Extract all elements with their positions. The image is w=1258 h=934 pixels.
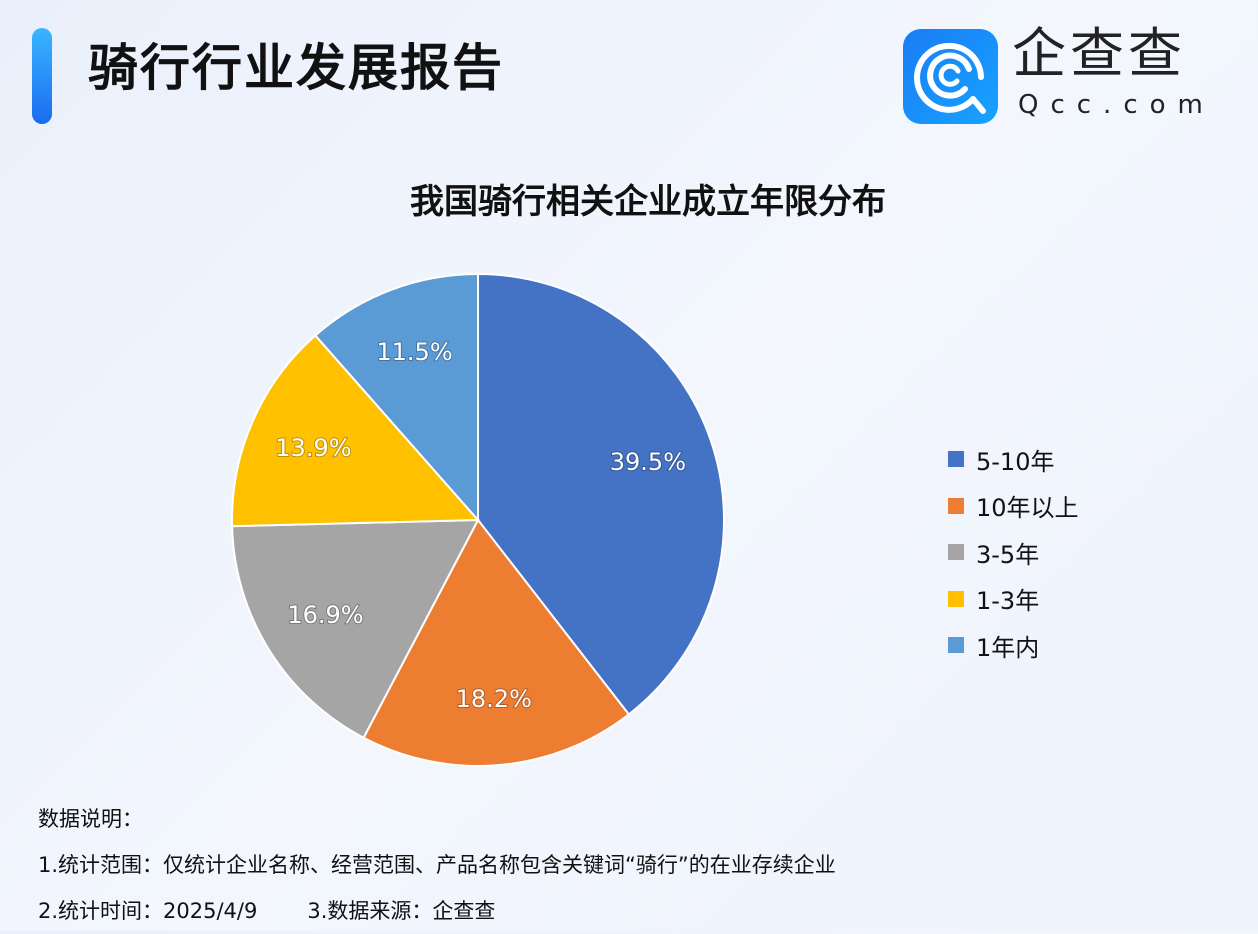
title-accent-bar — [32, 28, 52, 124]
chart-title: 我国骑行相关企业成立年限分布 — [410, 182, 886, 222]
data-label: 39.5% — [610, 448, 686, 476]
legend-label: 1年内 — [976, 633, 1040, 662]
legend-item: 5-10年 — [948, 436, 1079, 483]
legend-swatch — [948, 451, 964, 468]
pie-slice-0 — [477, 272, 725, 716]
data-label: 16.9% — [287, 601, 363, 629]
data-label: 13.9% — [275, 434, 351, 462]
legend-item: 1-3年 — [948, 576, 1079, 623]
legend-item: 3-5年 — [948, 529, 1079, 576]
logo-text-en: Qcc.com — [1018, 90, 1215, 120]
legend-swatch — [948, 637, 964, 654]
legend-swatch — [948, 590, 964, 607]
qcc-logo-icon — [903, 29, 998, 124]
logo-text-cn: 企查查 — [1012, 22, 1186, 85]
pie-slice-2 — [231, 518, 480, 740]
legend-label: 10年以上 — [976, 494, 1079, 523]
notes-source: 3.数据来源：企查查 — [307, 899, 496, 923]
pie-slice-3 — [231, 334, 481, 528]
data-label: 18.2% — [456, 685, 532, 713]
notes-scope: 1.统计范围：仅统计企业名称、经营范围、产品名称包含关键词“骑行”的在业存续企业 — [38, 853, 836, 877]
legend-swatch — [948, 544, 964, 561]
data-notes: 数据说明： 1.统计范围：仅统计企业名称、经营范围、产品名称包含关键词“骑行”的… — [38, 796, 836, 934]
legend-item: 10年以上 — [948, 483, 1079, 530]
legend-label: 5-10年 — [976, 447, 1055, 476]
legend-swatch — [948, 497, 964, 514]
notes-date: 2.统计时间：2025/4/9 — [38, 899, 258, 923]
page-title: 骑行行业发展报告 — [88, 39, 504, 97]
pie-slice-1 — [362, 518, 631, 767]
legend-label: 3-5年 — [976, 540, 1040, 569]
pie-slice-4 — [313, 272, 479, 523]
data-label: 11.5% — [376, 338, 452, 366]
legend-label: 1-3年 — [976, 587, 1040, 616]
chart-legend: 5-10年 10年以上 3-5年 1-3年 1年内 — [948, 436, 1079, 669]
notes-heading: 数据说明： — [38, 807, 143, 831]
legend-item: 1年内 — [948, 622, 1079, 669]
